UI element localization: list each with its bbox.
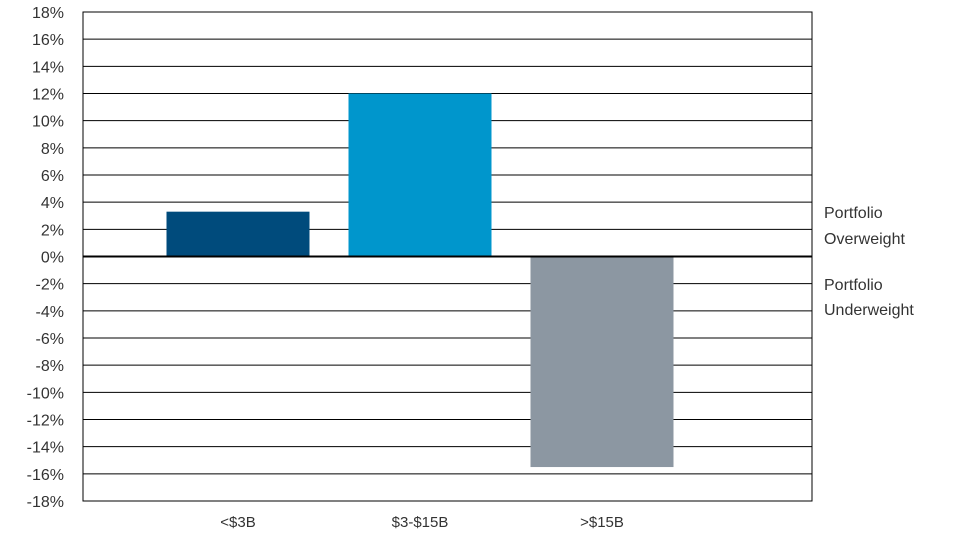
y-tick-label: -6% — [36, 331, 64, 348]
bars — [166, 93, 674, 468]
annotations: Portfolio Overweight Portfolio Underweig… — [824, 205, 914, 319]
y-tick-label: 0% — [41, 250, 64, 267]
plot-frame-group — [82, 11, 813, 502]
y-tick-label: 2% — [41, 222, 64, 239]
underweight-annotation: Portfolio Underweight — [824, 277, 914, 319]
y-tick-label: 12% — [32, 87, 64, 104]
overweight-annotation-line-2: Overweight — [824, 231, 905, 248]
x-axis-category-labels: <$3B $3-$15B >$15B — [220, 514, 624, 531]
y-tick-label: 4% — [41, 195, 64, 212]
y-tick-label: 14% — [32, 59, 64, 76]
x-category-label: <$3B — [220, 514, 255, 531]
y-axis-tick-labels: -18% -16% -14% -12% -10% -8% -6% -4% -2% 0% 2% 4% 6%… — [27, 5, 64, 511]
y-tick-label: 18% — [32, 5, 64, 22]
y-tick-label: -16% — [27, 467, 64, 484]
overweight-annotation-line-1: Portfolio — [824, 205, 883, 222]
x-category-label: $3-$15B — [392, 514, 449, 531]
underweight-annotation-line-2: Underweight — [824, 302, 914, 319]
y-tick-label: -18% — [27, 494, 64, 511]
y-tick-label: -2% — [36, 277, 64, 294]
y-tick-label: 6% — [41, 168, 64, 185]
plot-frame — [82, 11, 813, 502]
y-tick-label: 16% — [32, 32, 64, 49]
underweight-annotation-line-1: Portfolio — [824, 277, 883, 294]
y-tick-label: -12% — [27, 413, 64, 430]
bar — [166, 211, 310, 257]
bar — [348, 93, 492, 257]
y-tick-label: -8% — [36, 358, 64, 375]
y-tick-label: -10% — [27, 385, 64, 402]
y-tick-label: 10% — [32, 114, 64, 131]
y-tick-label: -4% — [36, 304, 64, 321]
bar — [530, 256, 674, 468]
y-tick-label: -14% — [27, 440, 64, 457]
y-tick-label: 8% — [41, 141, 64, 158]
overweight-annotation: Portfolio Overweight — [824, 205, 905, 248]
x-category-label: >$15B — [580, 514, 624, 531]
